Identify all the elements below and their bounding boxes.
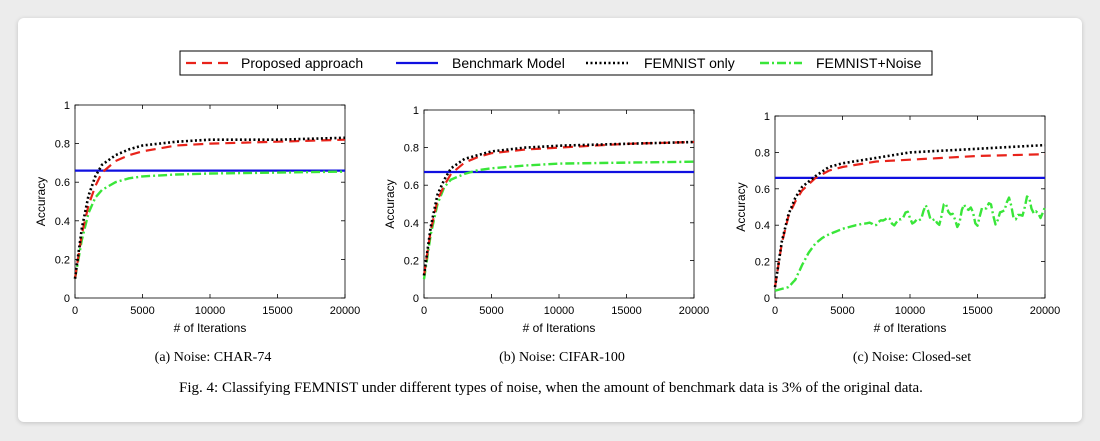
y-axis-label: Accuracy — [34, 177, 48, 226]
legend-label: Benchmark Model — [452, 55, 565, 71]
y-tick-label: 0.2 — [55, 254, 70, 266]
legend-label: FEMNIST+Noise — [816, 55, 922, 71]
series-line-femnist-only — [73, 136, 346, 279]
series-line-proposed-approach — [73, 138, 346, 279]
series-line-femnist-only — [422, 140, 695, 276]
subcaption: (c) Noise: Closed-set — [853, 350, 971, 365]
x-tick-label: 15000 — [611, 305, 642, 317]
x-tick-label: 20000 — [330, 305, 361, 317]
y-tick-label: 0.2 — [404, 255, 419, 267]
x-tick-label: 20000 — [1030, 305, 1061, 317]
legend: Proposed approach Benchmark Model FEMNIST … — [179, 50, 933, 76]
x-tick-label: 10000 — [895, 305, 926, 317]
x-tick-label: 10000 — [544, 305, 575, 317]
x-axis-label: # of Iterations — [523, 321, 596, 335]
y-tick-label: 0.6 — [55, 177, 70, 189]
y-tick-label: 0.2 — [755, 257, 770, 269]
series-line-femnist-only — [773, 143, 1046, 288]
x-axis-label: # of Iterations — [874, 321, 947, 335]
plot-area — [74, 104, 346, 299]
series-line-femnist-noise — [774, 195, 1047, 292]
subcaption: (a) Noise: CHAR-74 — [155, 350, 272, 365]
y-tick-label: 0.4 — [404, 218, 419, 230]
x-tick-label: 15000 — [262, 305, 293, 317]
chart-panel-1: 0 0.2 0.4 0.6 0.8 1 0 5000 10000 15000 20000 # of I… — [383, 105, 709, 365]
x-tick-label: 5000 — [830, 305, 854, 317]
y-tick-label: 0.8 — [404, 143, 419, 155]
y-tick-label: 0.8 — [755, 147, 770, 159]
y-tick-label: 0 — [764, 293, 770, 305]
x-tick-label: 5000 — [479, 305, 503, 317]
y-tick-label: 1 — [764, 111, 770, 123]
x-tick-label: 5000 — [130, 305, 154, 317]
x-tick-label: 10000 — [195, 305, 226, 317]
x-axis-label: # of Iterations — [174, 321, 247, 335]
y-tick-label: 1 — [413, 105, 419, 117]
subcaption: (b) Noise: CIFAR-100 — [499, 350, 625, 365]
x-tick-label: 0 — [421, 305, 427, 317]
series-line-femnist-noise — [73, 170, 346, 279]
chart-panel-2: 0 0.2 0.4 0.6 0.8 1 0 5000 10000 15000 20000 # of I… — [734, 111, 1060, 365]
x-tick-label: 0 — [72, 305, 78, 317]
figure-card — [18, 18, 1082, 422]
y-tick-label: 0.6 — [755, 184, 770, 196]
series-line-proposed-approach — [422, 140, 695, 276]
legend-label: FEMNIST only — [644, 55, 735, 71]
y-tick-label: 0.4 — [755, 220, 770, 232]
x-tick-label: 15000 — [962, 305, 993, 317]
y-axis-label: Accuracy — [383, 179, 397, 228]
series-line-proposed-approach — [773, 153, 1046, 288]
y-axis-label: Accuracy — [734, 182, 748, 231]
y-tick-label: 0.6 — [404, 180, 419, 192]
y-tick-label: 0.4 — [55, 216, 70, 228]
series-line-femnist-noise — [422, 160, 695, 280]
chart-panel-0: 0 0.2 0.4 0.6 0.8 1 0 5000 10000 15000 20000 # of I… — [34, 100, 360, 365]
legend-label: Proposed approach — [241, 55, 363, 71]
y-tick-label: 0.8 — [55, 139, 70, 151]
plot-area — [423, 109, 695, 299]
x-tick-label: 0 — [772, 305, 778, 317]
figure-caption: Fig. 4: Classifying FEMNIST under differ… — [179, 380, 923, 396]
y-tick-label: 0 — [413, 293, 419, 305]
y-tick-label: 1 — [64, 100, 70, 112]
legend-box — [179, 50, 933, 76]
y-tick-label: 0 — [64, 293, 70, 305]
x-tick-label: 20000 — [679, 305, 710, 317]
